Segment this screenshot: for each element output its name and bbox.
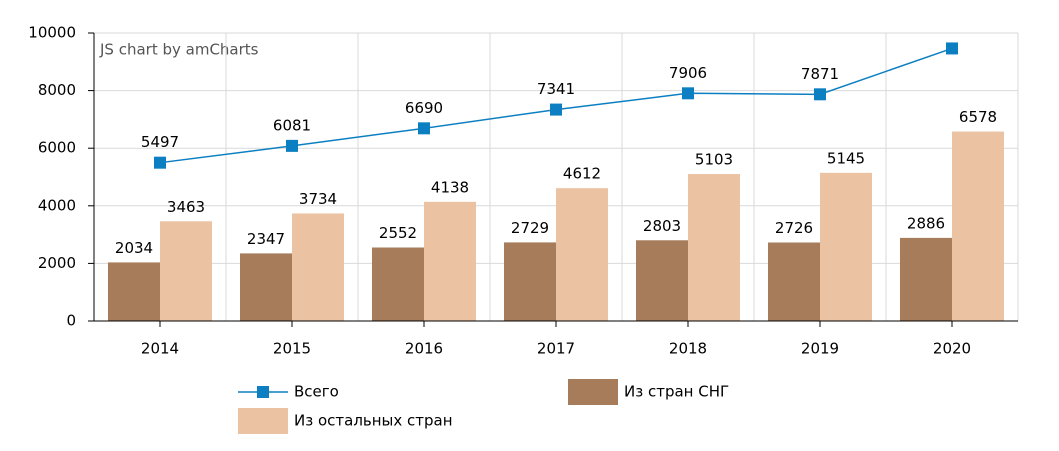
legend-label: Из стран СНГ [624, 383, 729, 401]
x-tick-label: 2020 [933, 340, 971, 358]
legend-swatch [238, 408, 288, 434]
bar [292, 213, 344, 321]
legend-label: Из остальных стран [294, 412, 453, 430]
bar [636, 240, 688, 321]
bar-label: 5145 [827, 149, 865, 167]
x-tick-label: 2016 [405, 340, 443, 358]
bar [688, 174, 740, 321]
bar-label: 3463 [167, 198, 205, 216]
bar-label: 2803 [643, 217, 681, 235]
y-tick-label: 0 [66, 312, 76, 330]
x-tick-label: 2017 [537, 340, 575, 358]
point-label: 5497 [141, 133, 179, 151]
bar-label: 2552 [379, 224, 417, 242]
bar-label: 4138 [431, 178, 469, 196]
y-tick-label: 2000 [38, 254, 76, 272]
bar-label: 2729 [511, 219, 549, 237]
bar [372, 247, 424, 321]
bar [160, 221, 212, 321]
marker [286, 139, 298, 152]
x-tick-label: 2019 [801, 340, 839, 358]
y-tick-label: 4000 [38, 196, 76, 214]
point-label: 7906 [669, 64, 707, 82]
marker [418, 122, 430, 135]
marker [682, 87, 694, 100]
bar [952, 131, 1004, 321]
x-tick-label: 2015 [273, 340, 311, 358]
bar-label: 4612 [563, 165, 601, 183]
bar-label: 2886 [907, 214, 945, 232]
watermark: JS chart by amCharts [99, 41, 259, 59]
bar-label: 5103 [695, 151, 733, 169]
point-label: 7341 [537, 80, 575, 98]
point-label: 7871 [801, 65, 839, 83]
bar [424, 201, 476, 321]
bar-label: 6578 [959, 108, 997, 126]
marker [946, 42, 958, 55]
bar [900, 237, 952, 321]
bar-label: 2347 [247, 230, 285, 248]
legend-swatch [568, 379, 618, 405]
y-tick-label: 6000 [38, 139, 76, 157]
bar-label: 2034 [115, 239, 153, 257]
y-tick-label: 10000 [28, 24, 76, 42]
point-label: 6690 [405, 99, 443, 117]
bar [820, 172, 872, 321]
bar-label: 2726 [775, 219, 813, 237]
bar [108, 262, 160, 321]
x-tick-label: 2018 [669, 340, 707, 358]
legend-marker [257, 386, 269, 398]
y-tick-label: 8000 [38, 81, 76, 99]
x-tick-label: 2014 [141, 340, 179, 358]
point-label: 6081 [273, 116, 311, 134]
bar [768, 242, 820, 321]
bar [504, 242, 556, 321]
marker [550, 103, 562, 116]
bar [556, 188, 608, 321]
marker [154, 156, 166, 169]
bar-label: 3734 [299, 190, 337, 208]
legend-label: Всего [294, 383, 339, 401]
bar [240, 253, 292, 321]
marker [814, 88, 826, 101]
